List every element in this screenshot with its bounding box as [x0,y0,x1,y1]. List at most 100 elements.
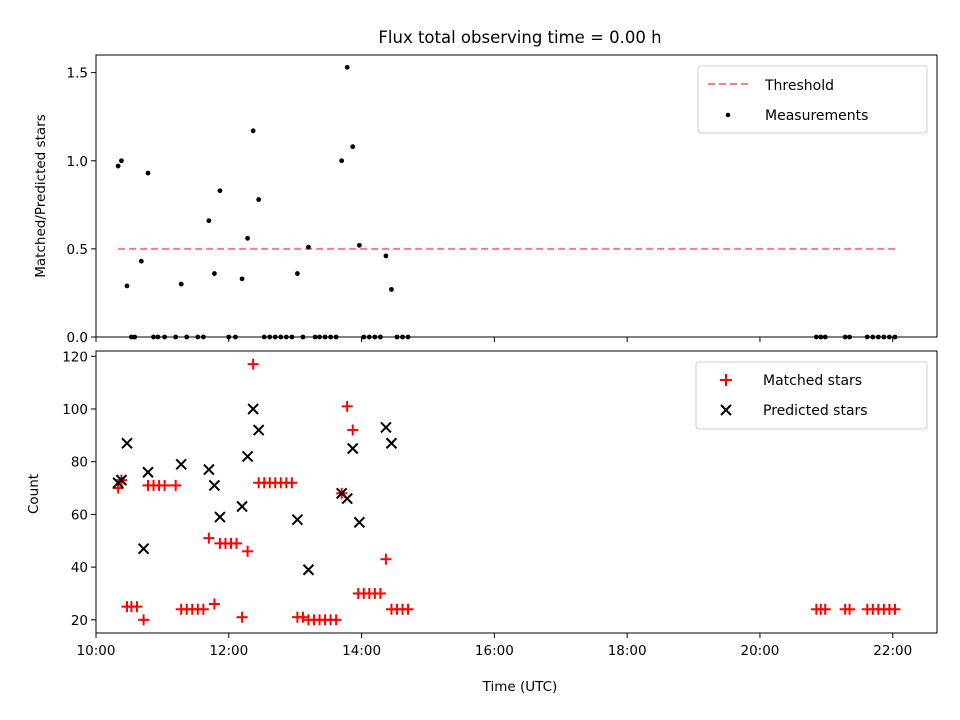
measurement-point [383,253,389,259]
predicted-point [252,424,265,436]
matched-point [347,424,359,436]
top-y-axis-label: Matched/Predicted stars [33,114,49,277]
x-axis-label: Time (UTC) [482,679,558,695]
legend-matched-label: Matched stars [763,373,862,389]
predicted-point [291,513,304,526]
measurement-point [206,218,212,224]
measurement-point [115,163,121,169]
matched-point [231,537,243,549]
measurement-point [256,197,262,202]
x-tick-label: 20:00 [740,643,779,659]
y-tick-label: 100 [62,402,88,418]
legend-threshold-label: Threshold [764,78,834,94]
matched-point [242,545,254,557]
y-tick-label: 1.0 [67,154,88,170]
predicted-point [302,564,315,576]
series-predicted-stars [112,403,398,576]
matched-point [236,611,248,623]
legend-predicted-label: Predicted stars [763,403,868,419]
matched-point [208,598,220,610]
matched-point [247,358,259,370]
measurement-point [339,158,345,164]
measurement-point [178,281,184,287]
measurement-point [119,158,124,164]
measurement-point [124,283,130,289]
measurement-point [356,242,362,248]
matched-point [286,477,298,489]
bottom-plot-area: 20 40 60 80 100 120 10:00 12:00 14:00 16:00 18:00 2… [62,349,912,659]
x-tick-label: 10:00 [77,643,116,659]
predicted-legend-swatch [720,404,732,416]
predicted-point [353,516,366,529]
predicted-point [208,479,221,492]
measurement-point [245,235,251,241]
bottom-panel: Count Time (UTC) 20 40 60 80 100 120 10:00 12:0… [26,349,938,695]
top-legend-box [697,65,928,134]
measurement-point [344,64,350,70]
bottom-y-axis-label: Count [26,474,42,514]
x-tick-label: 16:00 [475,643,514,659]
predicted-point [175,458,187,471]
y-tick-label: 60 [71,507,88,523]
top-panel: Flux total observing time = 0.00 h Match… [33,28,938,346]
matched-point [330,614,342,626]
predicted-point [341,492,353,505]
matched-point [402,603,414,615]
x-tick-label: 18:00 [608,643,647,659]
predicted-point [203,463,215,476]
predicted-point [347,442,359,455]
chart-title: Flux total observing time = 0.00 h [378,28,661,47]
top-axes-frame [95,54,938,338]
series-matched-stars [112,358,901,626]
matched-point [889,603,901,615]
measurement-point [239,276,245,282]
bottom-legend: Matched stars Predicted stars [695,361,928,430]
predicted-point [214,511,226,523]
matched-point [197,603,209,615]
measurement-point [145,170,151,176]
measurement-point [306,244,311,250]
matched-point [297,611,309,623]
matched-point [844,603,856,615]
y-tick-label: 20 [71,613,88,629]
matched-point [159,479,171,491]
top-legend: Threshold Measurements [697,65,928,134]
predicted-point [121,437,133,449]
y-tick-label: 1.5 [67,66,88,82]
x-tick-label: 12:00 [209,643,248,659]
predicted-point [247,403,259,415]
y-tick-label: 120 [62,349,88,365]
measurement-point [389,287,394,292]
matched-point [170,479,182,491]
y-tick-label: 80 [71,455,88,471]
matched-point [341,400,353,412]
predicted-point [385,437,398,449]
predicted-point [380,421,392,434]
predicted-point [137,542,150,555]
predicted-point [142,466,154,478]
predicted-point [241,450,254,463]
measurement-point [350,144,356,150]
matched-point [380,553,392,565]
matched-point [819,603,831,615]
predicted-point [115,474,128,486]
measurement-point [217,188,223,194]
x-tick-label: 22:00 [873,643,912,659]
bottom-axes-frame [95,350,938,634]
bottom-legend-box [695,361,928,430]
matched-point [131,601,143,613]
measurements-legend-swatch [725,112,731,118]
y-tick-label: 0.5 [67,242,88,258]
legend-measurements-label: Measurements [765,108,868,124]
matched-point [138,614,150,626]
y-tick-label: 0.0 [67,330,88,346]
y-tick-label: 40 [71,560,88,576]
measurement-point [212,271,217,276]
matched-point [374,587,386,599]
predicted-point [236,500,248,513]
measurement-point [138,258,144,264]
matched-point [203,532,215,544]
measurement-point [294,271,300,276]
x-tick-label: 14:00 [342,643,381,659]
